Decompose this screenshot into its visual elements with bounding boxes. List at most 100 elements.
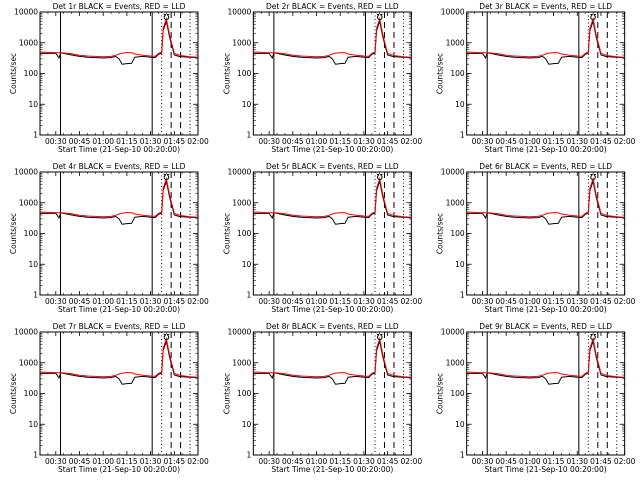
y-tick-label: 1000 [446,358,465,367]
x-tick-label: 01:30 [353,297,375,306]
y-tick-label: 1000 [19,38,38,47]
x-axis-label: Start Time (21-Sep-10 00:20:00) [58,465,180,474]
x-tick-label: 01:00 [92,297,114,306]
series-red [466,176,625,218]
x-tick-label: 01:45 [590,137,612,146]
series-black [253,179,412,225]
x-tick-label: 00:45 [69,137,91,146]
y-tick-label: 10 [242,420,252,429]
x-axis-label: Start Time (21-Sep-10 00:20:00) [271,305,393,314]
chart-det-1: Det 1r BLACK = Events, RED = LLD 1 10 100 10… [9,2,209,154]
x-tick-label: 00:45 [282,457,304,466]
x-tick-label: 00:30 [472,457,494,466]
anomaly-marker: ʊ [590,170,597,183]
chart-det-9: Det 9r BLACK = Events, RED = LLD 1 10 100 10… [436,322,636,474]
chart-det-4: Det 4r BLACK = Events, RED = LLD 1 10 100 10… [9,162,209,314]
y-tick-label: 1 [460,291,465,300]
anomaly-marker: ʊ [590,330,597,343]
y-tick-label: 1000 [446,38,465,47]
x-tick-label: 01:15 [116,137,138,146]
x-tick-label: 01:00 [306,297,328,306]
chart-title: Det 7r BLACK = Events, RED = LLD [53,322,186,331]
chart-det-7: Det 7r BLACK = Events, RED = LLD 1 10 100 10… [9,322,209,474]
y-tick-label: 10 [28,420,38,429]
x-axis-label: Start Time (21-Sep-10 00:20:00) [485,465,607,474]
x-tick-label: 00:30 [258,457,280,466]
x-tick-label: 00:45 [282,297,304,306]
plot-frame [39,11,199,136]
x-tick-label: 01:45 [163,457,185,466]
x-tick-label: 01:15 [543,457,565,466]
x-tick-label: 00:30 [45,457,67,466]
y-tick-label: 10 [455,100,465,109]
y-tick-label: 10 [28,100,38,109]
chart-title: Det 6r BLACK = Events, RED = LLD [479,162,612,171]
x-tick-label: 02:00 [187,297,209,306]
x-tick-label: 01:45 [590,297,612,306]
x-tick-label: 00:30 [258,297,280,306]
y-tick-label: 1000 [19,198,38,207]
x-tick-label: 00:45 [282,137,304,146]
y-tick-label: 1 [247,451,252,460]
y-axis-label: Counts/sec [222,373,231,414]
x-tick-label: 02:00 [614,297,636,306]
x-tick-label: 00:45 [69,457,91,466]
x-tick-label: 00:45 [495,457,517,466]
series-red [253,176,412,218]
x-tick-label: 01:00 [519,297,541,306]
y-tick-label: 1000 [446,198,465,207]
x-axis-label: Start Time (21-Sep-10 00:20:00) [58,145,180,154]
y-tick-label: 10 [455,260,465,269]
y-tick-label: 100 [237,69,252,78]
x-tick-label: 01:45 [590,457,612,466]
x-tick-label: 02:00 [614,137,636,146]
x-tick-label: 01:15 [329,297,351,306]
y-tick-label: 100 [237,229,252,238]
x-tick-label: 02:00 [187,137,209,146]
y-tick-label: 10000 [14,328,38,337]
y-tick-label: 10000 [227,328,251,337]
x-tick-label: 01:30 [566,297,588,306]
y-axis-label: Counts/sec [9,213,18,254]
y-tick-label: 10 [455,420,465,429]
x-tick-label: 00:30 [45,297,67,306]
anomaly-marker: ʊ [163,10,170,23]
x-tick-label: 01:45 [377,137,399,146]
y-tick-label: 100 [450,69,465,78]
series-black [40,179,199,225]
plot-frame [252,11,412,136]
x-tick-label: 01:30 [140,457,162,466]
y-tick-label: 10000 [441,8,465,17]
anomaly-marker: ʊ [590,10,597,23]
chart-title: Det 8r BLACK = Events, RED = LLD [266,322,399,331]
x-tick-label: 01:15 [116,297,138,306]
plot-frame [252,171,412,296]
x-tick-label: 01:30 [566,137,588,146]
series-black [40,19,199,65]
series-black [466,179,625,225]
y-tick-label: 1 [460,451,465,460]
x-tick-label: 01:45 [377,297,399,306]
chart-title: Det 1r BLACK = Events, RED = LLD [53,2,186,11]
plot-frame [466,331,626,456]
series-red [466,336,625,378]
y-tick-label: 1000 [232,38,251,47]
chart-det-2: Det 2r BLACK = Events, RED = LLD 1 10 100 10… [222,2,422,154]
y-tick-label: 1000 [19,358,38,367]
chart-title: Det 2r BLACK = Events, RED = LLD [266,2,399,11]
x-tick-label: 02:00 [187,457,209,466]
y-tick-label: 1 [33,291,38,300]
y-tick-label: 100 [24,389,39,398]
x-tick-label: 01:15 [329,457,351,466]
series-red [39,336,199,378]
chart-det-5: Det 5r BLACK = Events, RED = LLD 1 10 100 10… [222,162,422,314]
y-tick-label: 1000 [232,198,251,207]
x-tick-label: 01:15 [116,457,138,466]
series-red [253,16,412,58]
y-tick-label: 1 [33,131,38,140]
y-tick-label: 10 [28,260,38,269]
x-tick-label: 02:00 [401,457,423,466]
x-tick-label: 01:00 [519,137,541,146]
x-axis-label: Start Time (21-Sep-10 00:20:00) [271,145,393,154]
chart-det-8: Det 8r BLACK = Events, RED = LLD 1 10 100 10… [222,322,422,474]
